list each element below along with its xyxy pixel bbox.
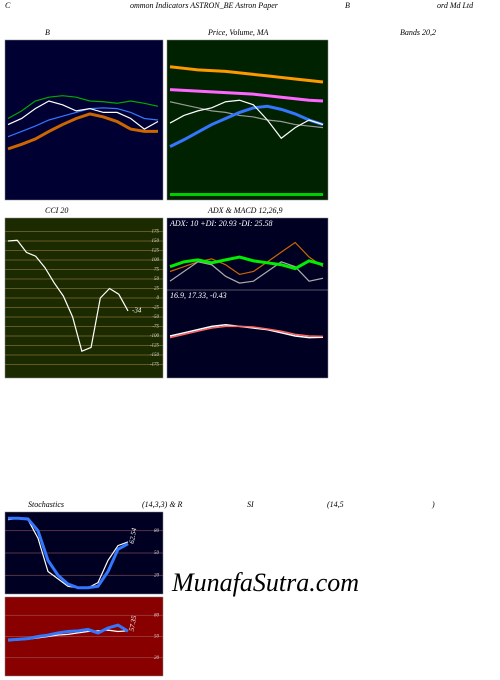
panel [4, 39, 164, 201]
y-tick-label: 125 [152, 249, 160, 254]
panel: 80 50 20 57.35 [4, 596, 164, 677]
panel: ADX: 10 +DI: 20.93 -DI: 25.58 16.9, 17.33… [166, 217, 329, 379]
header-text: Bands 20,2 [400, 28, 436, 37]
panel-title: Price, Volume, MA [207, 28, 269, 37]
series-line [7, 112, 158, 151]
series-line [7, 239, 129, 353]
panel-bg [166, 217, 329, 379]
series-line [169, 241, 324, 276]
y-tick-label: 80 [154, 613, 160, 618]
y-tick-label: 150 [152, 239, 160, 244]
panel-bg [166, 39, 329, 201]
y-tick-label: 20 [154, 656, 160, 661]
series-line [169, 101, 324, 129]
y-tick-label: 50 [154, 277, 160, 282]
series-line [169, 261, 324, 284]
y-tick-label: -150 [150, 353, 160, 358]
panel-title: B [45, 28, 50, 37]
panel [166, 39, 329, 201]
y-tick-label: 0 [157, 296, 160, 301]
y-tick-label: 20 [154, 573, 160, 578]
series-line [169, 255, 324, 271]
header-text: Stochastics [28, 500, 64, 509]
series-line [169, 104, 324, 148]
y-tick-label: -100 [150, 334, 160, 339]
header-text: B [345, 1, 350, 10]
series-line [169, 99, 324, 140]
y-tick-label: -175 [150, 363, 160, 368]
series-line [169, 325, 324, 339]
y-tick-label: -125 [150, 344, 160, 349]
header-text: ord Md Ltd [437, 1, 474, 10]
series-line [7, 100, 159, 130]
panel-title: ADX & MACD 12,26,9 [207, 206, 282, 215]
header-text: C [5, 1, 11, 10]
y-tick-label: 25 [154, 287, 160, 292]
header-text: (14,5 [327, 500, 344, 509]
header-text: (14,3,3) & R [142, 500, 183, 509]
y-tick-label: 80 [154, 529, 160, 534]
y-tick-label: -50 [152, 315, 159, 320]
series-line [7, 95, 159, 120]
panel-subtitle: ADX: 10 +DI: 20.93 -DI: 25.58 [169, 219, 273, 228]
y-tick-label: 100 [152, 258, 160, 263]
header-text: ommon Indicators ASTRON_BE Astron Paper [130, 1, 279, 10]
panel-title: CCI 20 [45, 206, 68, 215]
y-tick-label: 50 [154, 635, 160, 640]
header-text: SI [247, 500, 254, 509]
series-line [7, 107, 159, 138]
header-text: ) [431, 500, 435, 509]
y-tick-label: -75 [152, 325, 159, 330]
panel: 80 50 20 62.54 [4, 511, 164, 595]
series-line [8, 516, 129, 590]
series-line [169, 88, 324, 103]
y-tick-label: 50 [154, 551, 160, 556]
value-label: 62.54 [128, 527, 139, 544]
panel-bg [4, 39, 164, 201]
series-line [169, 65, 324, 84]
value-label: 57.35 [128, 615, 139, 632]
panel: 175 150 125 100 75 50 25 0 -25 -50 -75 -100 -125 -150… [4, 217, 164, 379]
series-line [7, 623, 129, 642]
watermark: MunafaSutra.com [171, 568, 359, 597]
y-tick-label: 75 [154, 268, 160, 273]
y-tick-label: -25 [152, 306, 159, 311]
macd-title: 16.9, 17.33, -0.43 [170, 291, 227, 300]
value-label: -34 [132, 307, 142, 315]
y-tick-label: 175 [152, 230, 160, 235]
